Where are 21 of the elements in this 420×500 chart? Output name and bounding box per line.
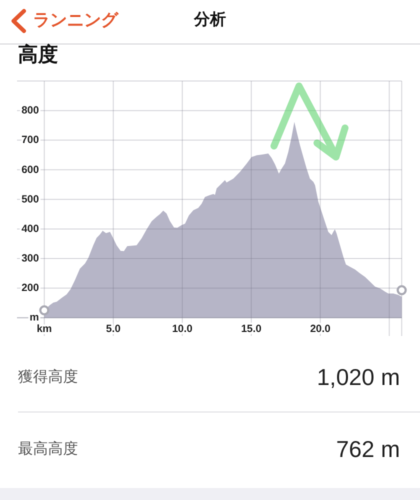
y-tick-label: 300 xyxy=(21,252,40,265)
y-tick-label: 700 xyxy=(21,134,40,146)
y-tick-label: 600 xyxy=(21,164,40,176)
y-tick-label: 400 xyxy=(21,222,40,235)
text: 分析 xyxy=(193,10,226,28)
plot: m 200 300 400 500 600 700 800 km 5.0 10.0 15.0 20.0 xyxy=(16,80,407,336)
y-tick-label: m xyxy=(30,312,39,324)
x-tick-label: 5.0 xyxy=(106,323,121,335)
x-tick-label: 10.0 xyxy=(172,323,193,335)
text: ランニング xyxy=(33,10,119,30)
x-tick-label: 15.0 xyxy=(241,323,262,335)
x-tick-label: km xyxy=(36,323,52,335)
text: 1,020 m xyxy=(316,364,400,390)
y-tick-label: 800 xyxy=(21,104,40,117)
text: 最高高度 xyxy=(18,440,78,458)
chart-title: 高度 xyxy=(18,43,58,66)
y-tick-label: 200 xyxy=(21,282,40,294)
text: 獲得高度 xyxy=(18,368,78,386)
x-tick-label: 20.0 xyxy=(310,323,331,335)
y-tick-label: 500 xyxy=(21,193,40,206)
text: 762 m xyxy=(336,436,400,462)
